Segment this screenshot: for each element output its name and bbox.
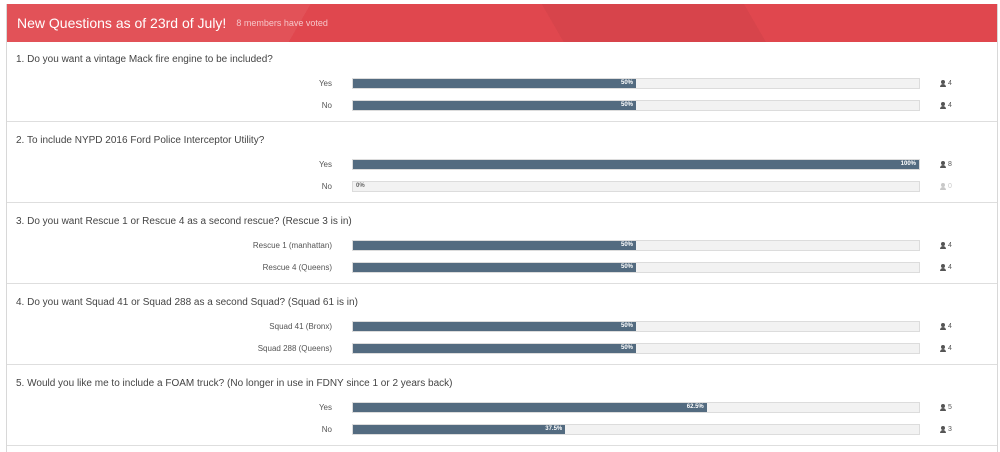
vote-count[interactable]: 4 (940, 263, 952, 271)
user-icon (940, 182, 946, 190)
vote-count[interactable]: 3 (940, 425, 952, 433)
voter-count: 8 members have voted (236, 18, 328, 28)
result-bar: 0% (352, 180, 920, 192)
vote-count[interactable]: 4 (940, 79, 952, 87)
vote-count[interactable]: 4 (940, 101, 952, 109)
poll-question: 1. Do you want a vintage Mack fire engin… (7, 42, 997, 122)
result-bar: 100% (352, 158, 920, 170)
result-bar: 50% (352, 261, 920, 273)
result-bar-fill (353, 78, 636, 88)
poll-question: 2. To include NYPD 2016 Ford Police Inte… (7, 122, 997, 203)
result-percent: 50% (620, 263, 633, 270)
option-label: Rescue 1 (manhattan) (252, 240, 332, 250)
vote-count[interactable]: 4 (940, 322, 952, 330)
poll-option-row: Rescue 1 (manhattan) 50% 4 (7, 235, 997, 255)
option-label: Rescue 4 (Queens) (262, 262, 332, 272)
result-bar: 50% (352, 342, 920, 354)
user-icon (940, 79, 946, 87)
result-bar: 50% (352, 320, 920, 332)
question-title: 2. To include NYPD 2016 Ford Police Inte… (16, 135, 265, 146)
poll-option-row: Yes 62.5% 5 (7, 397, 997, 417)
vote-number: 4 (948, 241, 952, 249)
result-bar: 62.5% (352, 401, 920, 413)
question-list: 1. Do you want a vintage Mack fire engin… (7, 42, 997, 446)
vote-number: 8 (948, 160, 952, 168)
poll-option-row: No 37.5% 3 (7, 419, 997, 439)
vote-number: 4 (948, 263, 952, 271)
option-label: Yes (318, 78, 332, 88)
result-bar: 50% (352, 99, 920, 111)
option-label: No (321, 100, 332, 110)
poll-question: 3. Do you want Rescue 1 or Rescue 4 as a… (7, 203, 997, 284)
result-bar: 50% (352, 77, 920, 89)
vote-count[interactable]: 0 (940, 182, 952, 190)
vote-count[interactable]: 4 (940, 241, 952, 249)
vote-count[interactable]: 5 (940, 403, 952, 411)
vote-count[interactable]: 4 (940, 344, 952, 352)
option-label: Yes (318, 402, 332, 412)
option-label: Squad 41 (Bronx) (269, 321, 332, 331)
poll-option-row: Yes 50% 4 (7, 73, 997, 93)
vote-number: 4 (948, 79, 952, 87)
result-bar-fill (353, 321, 636, 331)
result-bar-fill (353, 262, 636, 272)
result-bar-fill (353, 100, 636, 110)
vote-number: 5 (948, 403, 952, 411)
user-icon (940, 322, 946, 330)
question-title: 3. Do you want Rescue 1 or Rescue 4 as a… (16, 216, 352, 227)
vote-number: 0 (948, 182, 952, 190)
poll-header: New Questions as of 23rd of July! 8 memb… (7, 4, 997, 42)
result-percent: 100% (900, 160, 916, 167)
vote-number: 4 (948, 344, 952, 352)
result-percent: 0% (356, 182, 365, 189)
poll-question: 4. Do you want Squad 41 or Squad 288 as … (7, 284, 997, 365)
poll-option-row: No 0% 0 (7, 176, 997, 196)
result-bar-fill (353, 343, 636, 353)
question-title: 5. Would you like me to include a FOAM t… (16, 378, 453, 389)
poll-option-row: No 50% 4 (7, 95, 997, 115)
result-percent: 50% (620, 101, 633, 108)
result-bar-fill (353, 159, 919, 169)
user-icon (940, 344, 946, 352)
result-bar-fill (353, 424, 566, 434)
result-bar: 50% (352, 239, 920, 251)
option-label: Yes (318, 159, 332, 169)
question-title: 1. Do you want a vintage Mack fire engin… (16, 54, 273, 65)
result-percent: 50% (620, 344, 633, 351)
result-bar-fill (353, 402, 707, 412)
user-icon (940, 425, 946, 433)
result-percent: 50% (620, 79, 633, 86)
poll-option-row: Rescue 4 (Queens) 50% 4 (7, 257, 997, 277)
result-bar: 37.5% (352, 423, 920, 435)
option-label: Squad 288 (Queens) (257, 343, 332, 353)
vote-number: 3 (948, 425, 952, 433)
user-icon (940, 241, 946, 249)
result-percent: 62.5% (686, 403, 704, 410)
user-icon (940, 160, 946, 168)
poll-question: 5. Would you like me to include a FOAM t… (7, 365, 997, 446)
poll-option-row: Squad 288 (Queens) 50% 4 (7, 338, 997, 358)
question-title: 4. Do you want Squad 41 or Squad 288 as … (16, 297, 358, 308)
result-bar-fill (353, 240, 636, 250)
vote-count[interactable]: 8 (940, 160, 952, 168)
vote-number: 4 (948, 101, 952, 109)
poll-option-row: Squad 41 (Bronx) 50% 4 (7, 316, 997, 336)
user-icon (940, 403, 946, 411)
poll-option-row: Yes 100% 8 (7, 154, 997, 174)
option-label: No (321, 181, 332, 191)
vote-number: 4 (948, 322, 952, 330)
result-percent: 50% (620, 322, 633, 329)
user-icon (940, 101, 946, 109)
option-label: No (321, 424, 332, 434)
result-percent: 50% (620, 241, 633, 248)
poll-panel: New Questions as of 23rd of July! 8 memb… (6, 4, 998, 452)
user-icon (940, 263, 946, 271)
poll-title: New Questions as of 23rd of July! (17, 15, 227, 31)
result-percent: 37.5% (545, 425, 563, 432)
